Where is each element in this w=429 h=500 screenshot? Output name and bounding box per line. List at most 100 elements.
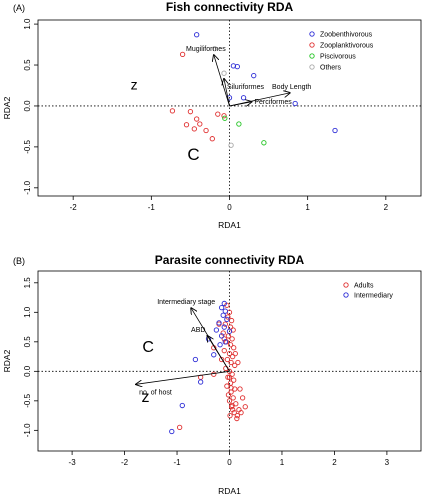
data-point [194, 116, 200, 122]
data-point [231, 409, 237, 416]
legend-marker [309, 42, 315, 48]
data-point [222, 308, 228, 314]
data-point [236, 121, 242, 127]
data-point [218, 333, 225, 339]
data-point [261, 140, 267, 146]
annotation-letter: z [142, 389, 150, 406]
data-point [187, 109, 194, 115]
data-point [169, 428, 175, 435]
data-point [220, 330, 226, 336]
legend-label: Zoobenthivorous [320, 32, 373, 39]
x-tick-label: -3 [69, 458, 77, 467]
panel-label: (A) [13, 3, 25, 13]
data-point [221, 113, 227, 119]
x-tick-label: 0 [227, 203, 232, 212]
data-point [231, 377, 237, 383]
data-point [197, 121, 203, 127]
y-tick-label: 0.0 [23, 100, 32, 112]
data-point [177, 424, 183, 431]
data-point [225, 333, 232, 339]
data-point [237, 386, 243, 392]
panel-a: (A) Fish connectivity RDA -2 -1 0 1 2 -1.0 -0.5 0… [2, 0, 422, 230]
y-tick-label: 1.0 [23, 306, 32, 318]
data-point [229, 371, 235, 377]
annotation-letter: C [142, 339, 154, 356]
data-point [192, 356, 199, 363]
y-axis-label: RDA2 [2, 96, 12, 119]
x-tick-label: 2 [332, 458, 337, 467]
data-point [225, 392, 232, 398]
data-point [332, 127, 338, 134]
data-point [234, 412, 241, 419]
series-piscivorous [222, 115, 267, 146]
data-point [220, 312, 226, 318]
data-point [228, 359, 234, 366]
data-point [234, 415, 240, 422]
data-point [232, 350, 238, 357]
legend: Zoobenthivorous Zooplanktivorous Piscivoro… [309, 31, 374, 72]
data-point [224, 356, 231, 363]
data-point [218, 356, 225, 363]
data-point [203, 127, 209, 134]
data-point [211, 352, 217, 358]
data-point [179, 51, 186, 58]
legend-label: Adults [354, 283, 374, 290]
data-point [194, 32, 200, 38]
arrow-label: Perciformes [254, 99, 292, 106]
data-point [218, 304, 225, 311]
x-tick-label: -1 [173, 458, 181, 467]
data-point [179, 402, 185, 409]
series-intermediary [169, 300, 233, 435]
y-tick-label: -0.5 [23, 139, 32, 153]
y-axis-label: RDA2 [2, 349, 12, 372]
data-point [216, 320, 222, 326]
legend-marker [309, 53, 315, 59]
panel-b: (B) Parasite connectivity RDA -3 -2 -1 0 1 2 3 -1… [2, 253, 422, 496]
data-point [169, 108, 176, 114]
panel-label: (B) [13, 256, 25, 266]
data-point [226, 350, 233, 357]
x-axis-label: RDA1 [218, 220, 241, 230]
data-point [292, 100, 298, 107]
loading-arrow [214, 55, 230, 107]
data-point [197, 379, 204, 385]
arrow-label: no. of host [139, 389, 172, 396]
y-tick-label: 1.0 [23, 18, 32, 30]
data-point [225, 374, 231, 380]
legend-label: Piscivorous [320, 54, 356, 61]
series-adults [177, 302, 248, 431]
data-point [242, 404, 248, 410]
data-point [226, 398, 233, 404]
data-point [209, 136, 215, 142]
data-point [229, 336, 235, 342]
data-point [235, 359, 241, 366]
data-point [221, 300, 227, 307]
data-point [228, 317, 235, 324]
x-tick-label: 1 [305, 203, 310, 212]
annotation-letter: C [187, 145, 199, 164]
data-point [226, 374, 233, 380]
arrow-label: Siluriformes [227, 84, 264, 91]
arrow-label: Mugiliformes [186, 46, 226, 53]
series-others [211, 46, 234, 148]
series-zoobenthivorous [194, 32, 338, 134]
y-tick-label: -1.0 [23, 180, 32, 194]
legend-label: Others [320, 65, 342, 72]
data-point [215, 111, 221, 117]
series-zooplanktivorous [169, 51, 227, 142]
data-point [222, 115, 228, 121]
annotation-letter: z [131, 77, 138, 93]
y-tick-label: -1.0 [23, 423, 32, 437]
loading-arrow [207, 336, 230, 372]
data-point [222, 339, 228, 345]
data-point [240, 95, 247, 101]
data-point [226, 328, 233, 334]
data-point [232, 362, 238, 369]
legend-label: Intermediary [354, 293, 393, 300]
x-tick-label: -2 [70, 203, 78, 212]
data-point [191, 126, 197, 132]
legend-marker [309, 31, 315, 37]
loading-arrow [229, 102, 252, 106]
x-tick-label: 2 [384, 203, 389, 212]
x-tick-label: 3 [385, 458, 390, 467]
